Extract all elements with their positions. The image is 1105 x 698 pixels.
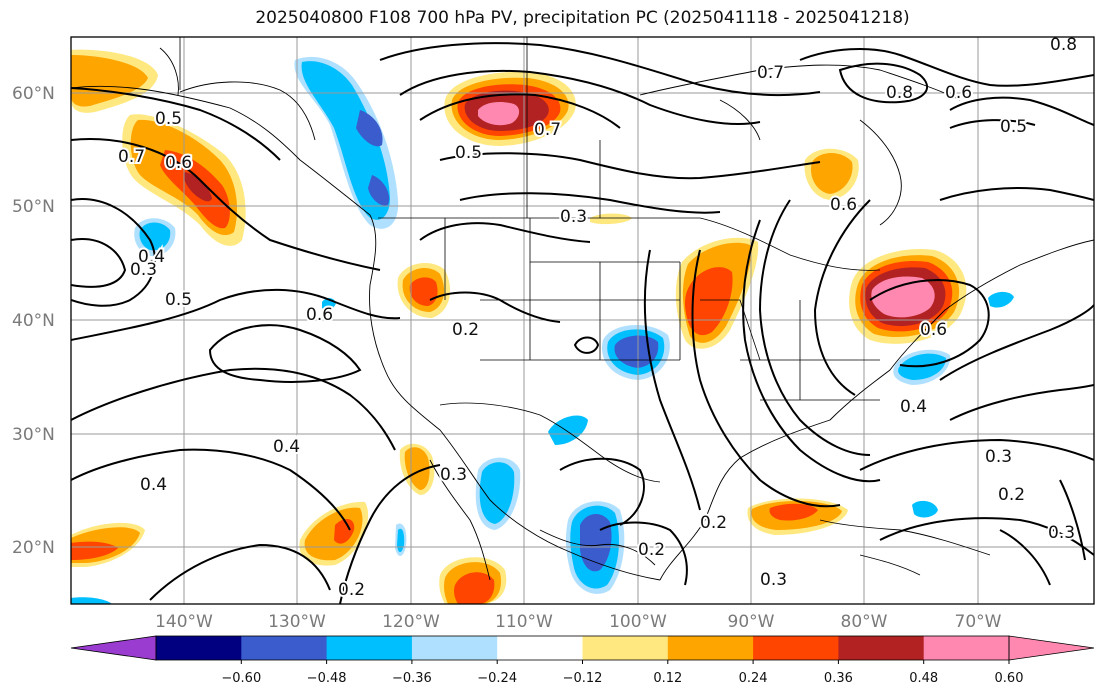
lon-label-140w: 140°W	[155, 612, 213, 632]
contour-label: 0.6	[920, 320, 947, 340]
colorbar-segment	[241, 636, 328, 660]
colorbar-segment	[411, 636, 498, 660]
colorbar-segment	[753, 636, 839, 660]
colorbar-tick-label: 0.12	[653, 671, 682, 686]
contour-label: 0.7	[118, 147, 145, 167]
contour-label: 0.8	[1050, 35, 1077, 55]
colorbar-segment	[497, 636, 583, 660]
precip-shading	[71, 49, 1014, 604]
colorbar-tick-label: 0.60	[995, 671, 1024, 686]
colorbar-segment	[582, 636, 669, 660]
longitude-labels: 140°W 130°W 120°W 110°W 100°W 90°W 80°W …	[155, 612, 1002, 632]
lon-label-120w: 120°W	[382, 612, 440, 632]
contour-label: 0.4	[140, 475, 167, 495]
colorbar-tick-label: −0.36	[392, 671, 432, 686]
lat-label-20n: 20°N	[12, 538, 55, 558]
colorbar: −0.60 −0.48 −0.36 −0.24 −0.12 0.12 0.24 0.36 0.4…	[70, 635, 1095, 686]
contour-label: 0.6	[830, 195, 857, 215]
precip-blob-bottom-left-neg	[71, 597, 112, 604]
colorbar-segment	[156, 636, 242, 660]
contour-label: 0.2	[638, 540, 665, 560]
contour-label: 0.4	[273, 437, 300, 457]
precip-blob-mexico-south-red	[454, 572, 495, 604]
contour-label: 0.2	[998, 485, 1025, 505]
lon-label-100w: 100°W	[609, 612, 667, 632]
precip-blob-bc-neg-core	[356, 110, 383, 147]
colorbar-extension-low	[70, 635, 157, 661]
colorbar-segment	[838, 636, 925, 660]
contour-label: 0.6	[165, 153, 192, 173]
colorbar-extension-high	[1008, 635, 1095, 661]
precip-blob-pacific-sw-red	[334, 518, 355, 544]
precip-blob-nw-corner-mid	[71, 55, 148, 107]
colorbar-tick-label: −0.48	[307, 671, 347, 686]
precip-blob-bottom-left-red	[71, 541, 118, 560]
contour-label-group: 0.5 0.6 0.7 0.5 0.7 0.8 0.7 0.8 0.6 0.5 …	[116, 35, 1079, 602]
map-title: 2025040800 F108 700 hPa PV, precipitatio…	[255, 8, 910, 28]
precip-blob-texas-neg	[548, 415, 588, 445]
precip-blob-caribbean-neg	[912, 500, 938, 518]
contour-label: 0.3	[440, 465, 467, 485]
colorbar-segment	[667, 636, 754, 660]
contour-label: 0.5	[1000, 117, 1027, 137]
contour-label: 0.7	[757, 63, 784, 83]
lat-label-40n: 40°N	[12, 311, 55, 331]
pv-contours	[71, 42, 1094, 604]
colorbar-tick-label: 0.24	[739, 671, 768, 686]
precip-blob-gulf-alaska-dark	[183, 172, 212, 202]
colorbar-tick-label: −0.12	[563, 671, 603, 686]
lon-label-80w: 80°W	[841, 612, 888, 632]
colorbar-tick-label: −0.60	[221, 671, 261, 686]
map-gridlines	[71, 37, 1094, 604]
precip-blob-caribbean-red	[769, 503, 818, 521]
contour-label: 0.3	[1048, 523, 1075, 543]
colorbar-tick-label: 0.48	[909, 671, 938, 686]
lat-label-30n: 30°N	[12, 425, 55, 445]
contour-label: 0.5	[165, 290, 192, 310]
contour-label: 0.3	[560, 207, 587, 227]
colorbar-segments	[70, 635, 1095, 661]
precip-blob-bc-neg-mid	[301, 61, 390, 220]
contour-label: 0.3	[760, 570, 787, 590]
precip-blob-small-neg-atlantic	[988, 291, 1014, 308]
lon-label-70w: 70°W	[955, 612, 1002, 632]
contour-label: 0.8	[886, 83, 913, 103]
contour-label: 0.5	[155, 109, 182, 129]
contour-label: 0.3	[985, 447, 1012, 467]
lat-label-60n: 60°N	[12, 84, 55, 104]
precip-blob-small-neg-sw-mid	[397, 528, 405, 553]
precip-blob-bc-neg-core2	[368, 175, 390, 206]
precip-blob-great-lakes-pink	[871, 276, 935, 318]
colorbar-ticks: −0.60 −0.48 −0.36 −0.24 −0.12 0.12 0.24 0.36 0.4…	[221, 660, 1023, 686]
contour-label: 0.4	[138, 247, 165, 267]
contour-label: 0.3	[130, 260, 157, 280]
lon-label-110w: 110°W	[495, 612, 553, 632]
contour-label: 0.2	[700, 513, 727, 533]
colorbar-tick-label: 0.36	[824, 671, 853, 686]
latitude-labels: 60°N 50°N 40°N 30°N 20°N	[12, 84, 55, 558]
precip-blob-canada-pos-pink	[478, 102, 520, 126]
contour-label: 0.6	[945, 83, 972, 103]
plot-frame	[70, 36, 1095, 605]
colorbar-segment	[923, 636, 1010, 660]
contour-label: 0.7	[534, 120, 561, 140]
precip-blob-pacific-neg-mid	[139, 222, 171, 251]
lon-label-130w: 130°W	[268, 612, 326, 632]
coastlines	[71, 47, 1094, 581]
contour-label: 0.2	[338, 580, 365, 600]
contour-label: 0.4	[900, 397, 927, 417]
contour-label: 0.2	[452, 320, 479, 340]
colorbar-tick-label: −0.24	[477, 671, 517, 686]
lat-label-50n: 50°N	[12, 197, 55, 217]
colorbar-segment	[326, 636, 413, 660]
precip-blob-midwest-red	[685, 267, 733, 336]
contour-label: 0.6	[306, 305, 333, 325]
contour-label: 0.5	[455, 143, 482, 163]
precip-blob-mexico-neg-mid	[479, 462, 515, 524]
lon-label-90w: 90°W	[728, 612, 775, 632]
precip-blob-small-49n	[590, 213, 632, 225]
precip-blob-hudson-mid	[810, 153, 853, 194]
